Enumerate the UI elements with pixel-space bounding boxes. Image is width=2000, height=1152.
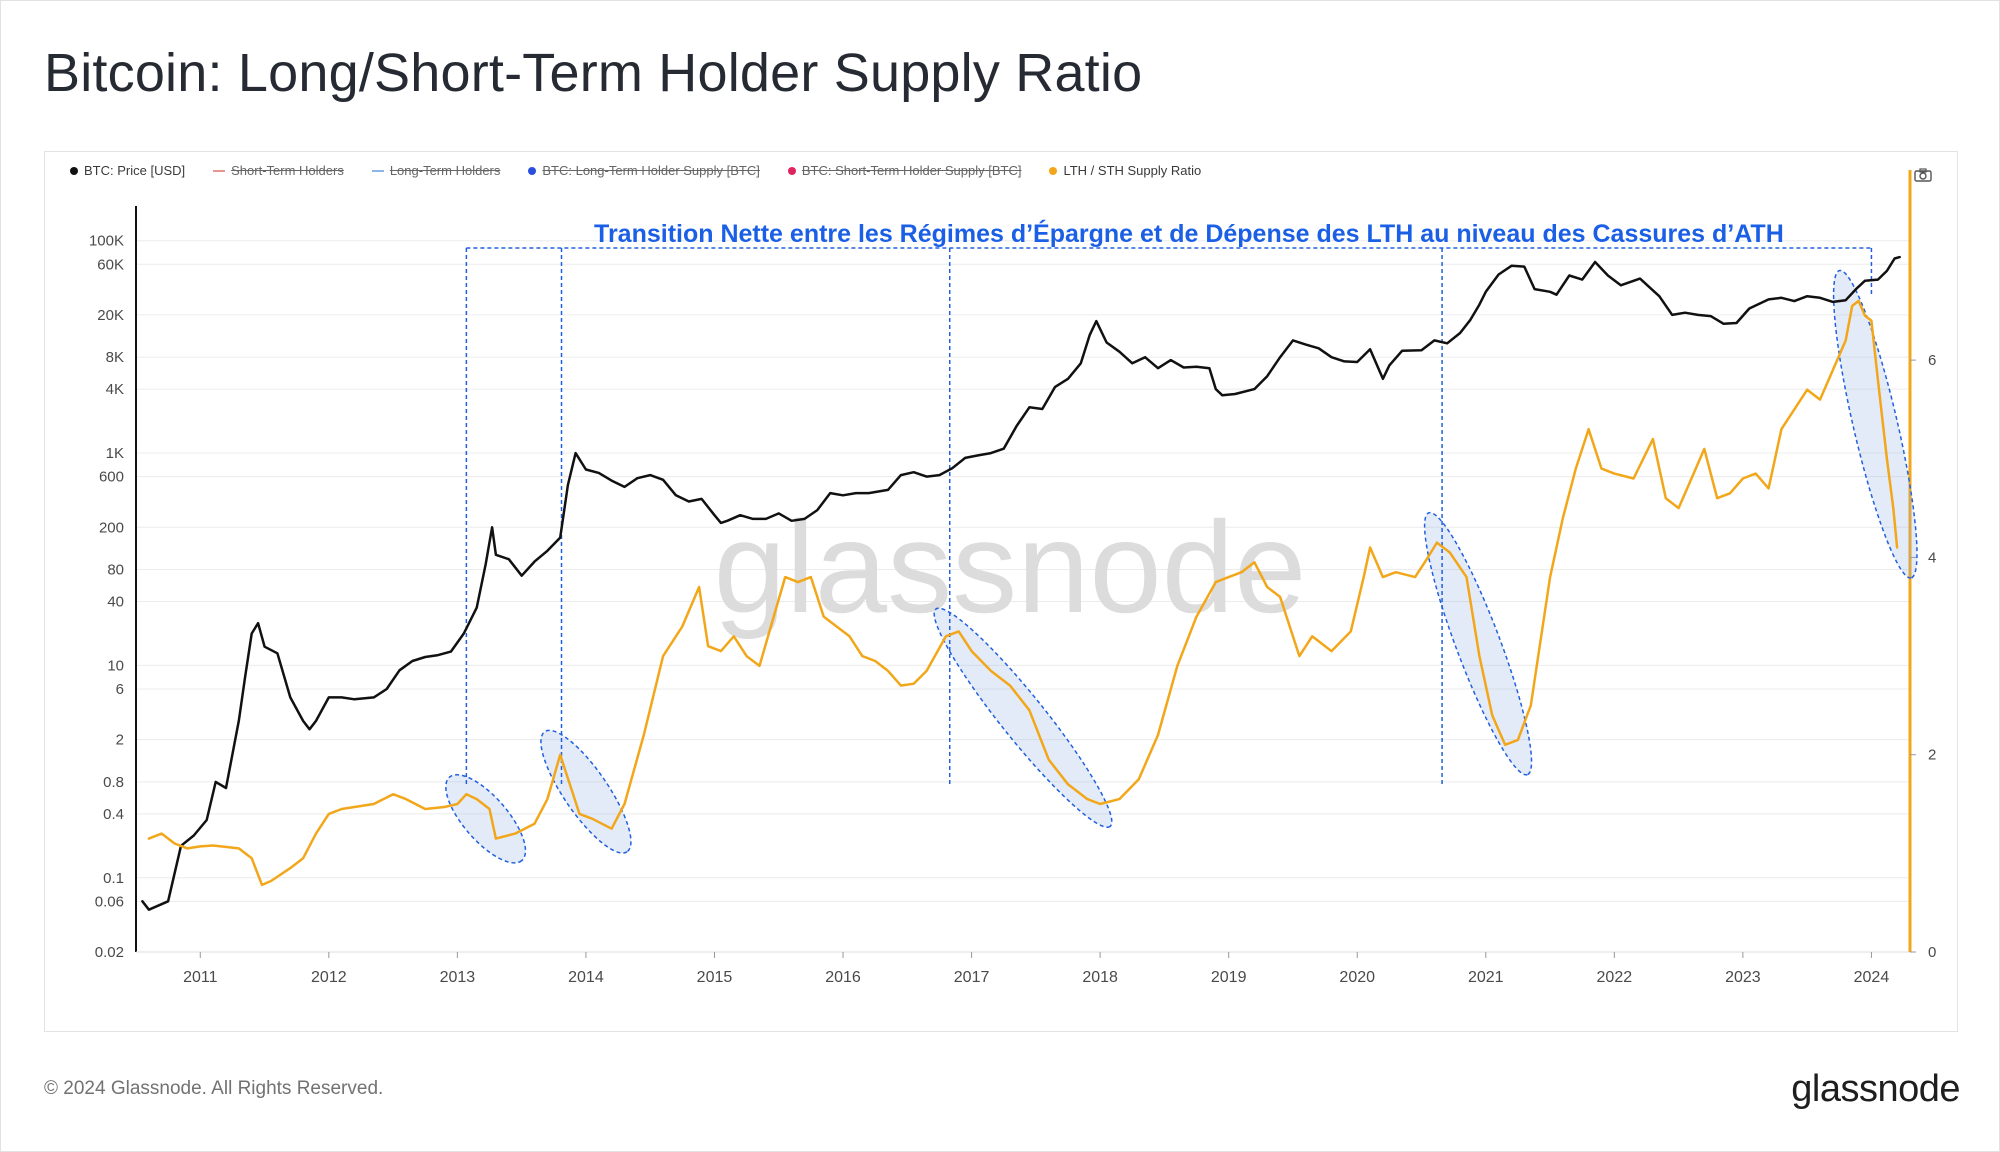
- watermark: glassnode: [714, 494, 1307, 640]
- x-tick-label: 2017: [954, 969, 990, 986]
- x-tick-label: 2024: [1854, 969, 1890, 986]
- legend-label: BTC: Long-Term Holder Supply [BTC]: [542, 163, 760, 178]
- y-left-tick-label: 100K: [89, 233, 124, 250]
- y-right-tick-label: 6: [1928, 352, 1936, 369]
- y-left-tick-label: 0.06: [95, 893, 124, 910]
- legend-label: BTC: Price [USD]: [84, 163, 186, 178]
- legend-item[interactable]: Short-Term Holders: [213, 163, 344, 178]
- y-left-tick-label: 10: [107, 657, 124, 674]
- y-left-tick-label: 8K: [106, 349, 124, 366]
- y-left-tick-label: 200: [99, 519, 124, 536]
- highlight-ellipse: [933, 607, 1113, 828]
- x-tick-label: 2019: [1211, 969, 1247, 986]
- y-left-tick-label: 2: [116, 732, 124, 749]
- y-left-tick-label: 0.02: [95, 944, 124, 961]
- legend-marker: [1049, 166, 1058, 175]
- legend-marker: [371, 169, 384, 172]
- copyright-text: © 2024 Glassnode. All Rights Reserved.: [44, 1078, 384, 1099]
- x-tick-label: 2023: [1725, 969, 1761, 986]
- highlight-ellipse: [1832, 269, 1918, 579]
- y-left-tick-label: 1K: [106, 445, 124, 462]
- legend-marker: [787, 166, 796, 175]
- legend-item[interactable]: LTH / STH Supply Ratio: [1049, 163, 1201, 178]
- y-left-tick-label: 40: [107, 593, 124, 610]
- y-left-tick-label: 4K: [106, 381, 124, 398]
- legend-label: BTC: Short-Term Holder Supply [BTC]: [801, 163, 1022, 178]
- btc-price-line: [141, 255, 1901, 911]
- chart-legend: BTC: Price [USD] Short-Term Holders Long-T…: [70, 163, 1201, 178]
- x-tick-label: 2016: [825, 969, 861, 986]
- x-tick-label: 2021: [1468, 969, 1504, 986]
- y-right-tick-label: 4: [1928, 549, 1936, 566]
- legend-label: LTH / STH Supply Ratio: [1063, 163, 1202, 178]
- y-left-tick-label: 6: [116, 681, 124, 698]
- legend-marker: [528, 166, 537, 175]
- y-left-tick-label: 0.1: [103, 870, 124, 887]
- legend-item[interactable]: BTC: Short-Term Holder Supply [BTC]: [787, 163, 1022, 178]
- x-tick-label: 2011: [183, 969, 218, 986]
- x-tick-label: 2015: [697, 969, 733, 986]
- legend-item[interactable]: Long-Term Holders: [371, 163, 501, 178]
- x-tick-label: 2018: [1082, 969, 1118, 986]
- x-tick-label: 2012: [311, 969, 347, 986]
- x-tick-label: 2013: [440, 969, 476, 986]
- legend-label: Short-Term Holders: [231, 163, 344, 178]
- annotation-text: Transition Nette entre les Régimes d’Épa…: [594, 219, 1784, 248]
- y-right-tick-label: 2: [1928, 747, 1936, 764]
- chart-frame: [44, 151, 1958, 1032]
- legend-item[interactable]: BTC: Long-Term Holder Supply [BTC]: [528, 163, 760, 178]
- y-left-tick-label: 80: [107, 562, 124, 579]
- x-tick-label: 2022: [1597, 969, 1633, 986]
- legend-item[interactable]: BTC: Price [USD]: [70, 163, 185, 178]
- camera-icon[interactable]: [1914, 168, 1932, 182]
- y-right-tick-label: 0: [1928, 944, 1936, 961]
- legend-marker: [213, 169, 226, 172]
- y-left-tick-label: 20K: [97, 307, 124, 324]
- page-title: Bitcoin: Long/Short-Term Holder Supply R…: [44, 43, 1143, 103]
- lth-sth-ratio-line: [147, 299, 1899, 887]
- y-left-tick-label: 60K: [97, 256, 124, 273]
- legend-label: Long-Term Holders: [389, 163, 501, 178]
- highlight-ellipse: [445, 773, 527, 864]
- y-left-tick-label: 0.8: [103, 774, 124, 791]
- x-tick-label: 2020: [1339, 969, 1375, 986]
- brand-logo: glassnode: [1791, 1068, 1960, 1110]
- x-tick-label: 2014: [568, 969, 604, 986]
- legend-marker: [70, 166, 78, 175]
- y-left-tick-label: 0.4: [103, 806, 124, 823]
- y-left-tick-label: 600: [99, 469, 124, 486]
